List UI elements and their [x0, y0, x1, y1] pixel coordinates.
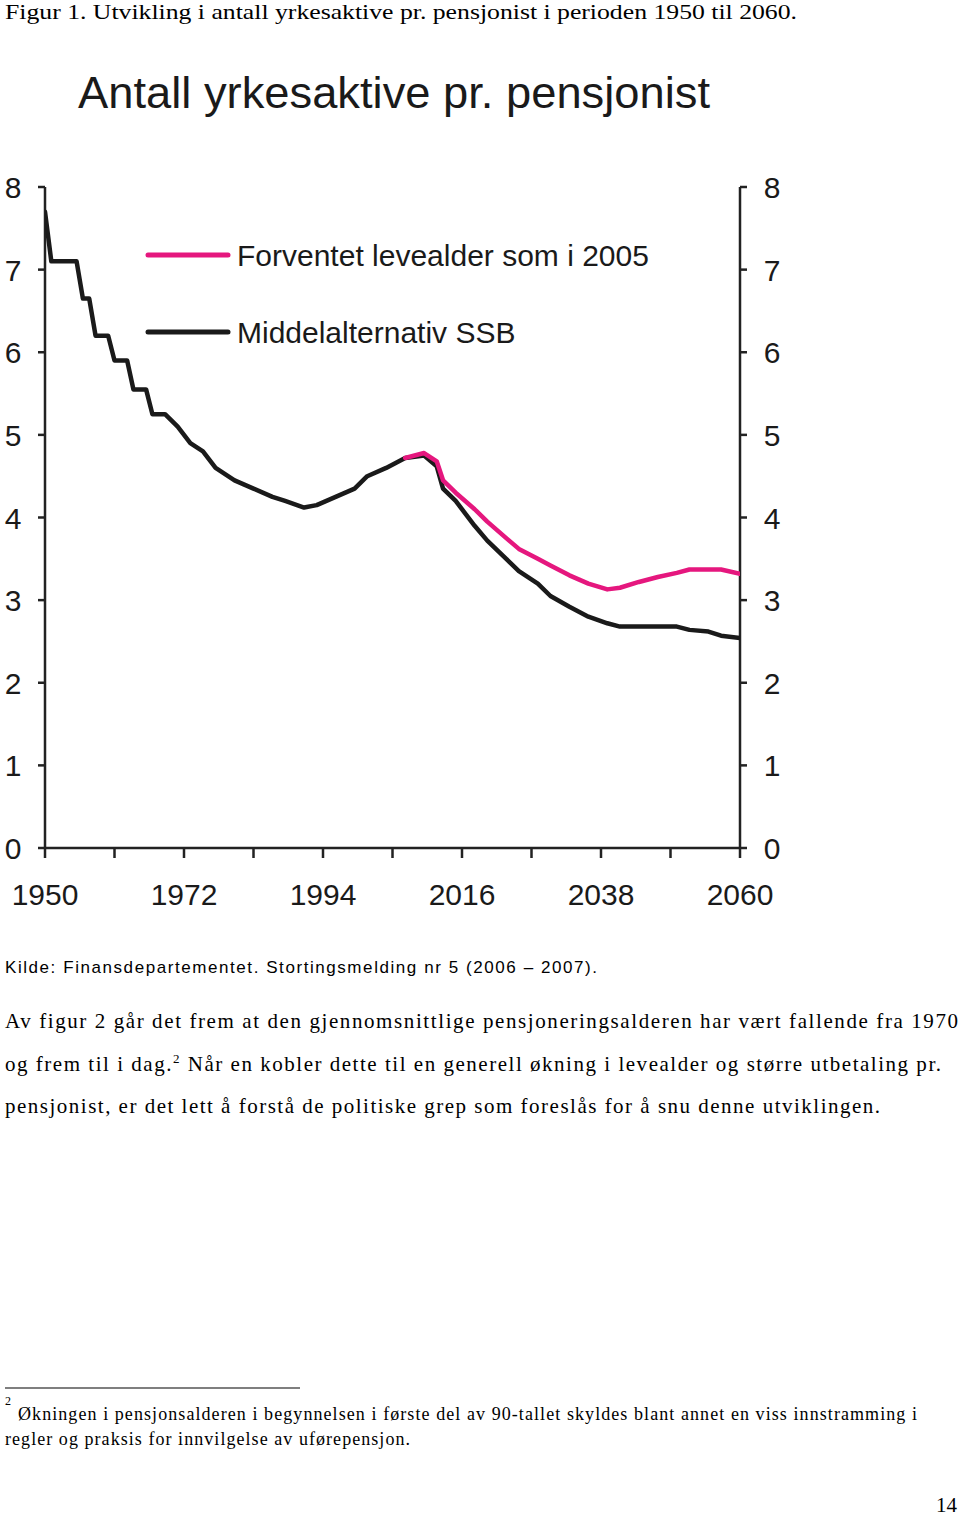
paragraph-line: og frem til i dag.2 Når en kobler dette … — [5, 1051, 941, 1076]
y-tick-left — [38, 434, 45, 437]
plot-area — [45, 212, 740, 638]
paragraph-line: pensjonist, er det lett å forstå de poli… — [5, 1094, 880, 1118]
footnote-marker: 2 — [5, 1394, 11, 1408]
y-tick-left — [38, 682, 45, 685]
y-tick-label-left: 3 — [5, 584, 22, 617]
y-tick-left — [38, 599, 45, 602]
x-tick — [739, 848, 742, 858]
y-tick-right — [740, 351, 747, 354]
x-tick-label: 2060 — [707, 878, 774, 911]
series-line — [45, 212, 740, 638]
y-tick-label-left: 0 — [5, 832, 22, 865]
y-tick-label-left: 5 — [5, 419, 22, 452]
y-tick-left — [38, 516, 45, 519]
x-minor-tick — [113, 848, 116, 858]
legend-swatch — [148, 330, 228, 335]
x-minor-tick — [391, 848, 394, 858]
x-tick-label: 1950 — [12, 878, 79, 911]
y-tick-left — [38, 186, 45, 189]
x-minor-tick — [530, 848, 533, 858]
y-tick-label-right: 1 — [764, 749, 781, 782]
y-tick-right — [740, 268, 747, 271]
y-tick-right — [740, 434, 747, 437]
y-tick-right — [740, 599, 747, 602]
text-run: og frem til i dag. — [5, 1052, 171, 1076]
legend-label: Middelalternativ SSB — [237, 316, 515, 349]
footnote-ref: 2 — [173, 1051, 180, 1066]
footnote-line: Økningen i pensjonsalderen i begynnelsen… — [18, 1404, 917, 1424]
page-number: 14 — [936, 1493, 958, 1517]
chart: Antall yrkesaktive pr. pensjonist 0 0 1 1 2 2 3… — [5, 68, 781, 911]
legend: Forventet levealder som i 2005 Middelalte… — [148, 239, 649, 349]
series-line — [405, 453, 740, 589]
chart-title: Antall yrkesaktive pr. pensjonist — [78, 68, 710, 117]
text-run: Når en kobler dette til en generell økni… — [181, 1052, 941, 1076]
y-tick-label-right: 2 — [764, 667, 781, 700]
x-tick — [461, 848, 464, 858]
y-tick-left — [38, 764, 45, 767]
y-tick-label-right: 3 — [764, 584, 781, 617]
y-tick-label-left: 2 — [5, 667, 22, 700]
x-minor-tick — [252, 848, 255, 858]
figure-caption: Figur 1. Utvikling i antall yrkesaktive … — [5, 0, 797, 24]
y-tick-right — [740, 516, 747, 519]
y-tick-left — [38, 268, 45, 271]
text-run: Av figur 2 går det frem at den gjennomsn… — [5, 1009, 958, 1033]
footnote-line: regler og praksis for innvilgelse av ufø… — [5, 1429, 410, 1449]
y-tick-label-right: 6 — [764, 336, 781, 369]
legend-label: Forventet levealder som i 2005 — [237, 239, 649, 272]
y-tick-right — [740, 186, 747, 189]
y-tick-left — [38, 351, 45, 354]
y-tick-label-right: 4 — [764, 502, 781, 535]
y-tick-label-left: 7 — [5, 254, 22, 287]
y-tick-label-right: 8 — [764, 171, 781, 204]
x-tick — [322, 848, 325, 858]
x-tick-label: 1972 — [151, 878, 218, 911]
y-tick-right — [740, 764, 747, 767]
x-tick — [44, 848, 47, 858]
text-run: pensjonist, er det lett å forstå de poli… — [5, 1094, 880, 1118]
y-tick-label-right: 0 — [764, 832, 781, 865]
y-tick-label-right: 5 — [764, 419, 781, 452]
y-tick-label-left: 8 — [5, 171, 22, 204]
page: Figur 1. Utvikling i antall yrkesaktive … — [0, 0, 960, 1518]
y-tick-label-left: 4 — [5, 502, 22, 535]
y-tick-label-left: 1 — [5, 749, 22, 782]
source-note: Kilde: Finansdepartementet. Stortingsmel… — [5, 958, 597, 977]
x-tick — [183, 848, 186, 858]
x-tick-label: 2038 — [568, 878, 635, 911]
y-tick-label-right: 7 — [764, 254, 781, 287]
x-tick-label: 2016 — [429, 878, 496, 911]
paragraph-line: Av figur 2 går det frem at den gjennomsn… — [5, 1009, 958, 1033]
y-tick-right — [740, 682, 747, 685]
x-tick — [600, 848, 603, 858]
legend-swatch — [148, 253, 228, 258]
x-minor-tick — [669, 848, 672, 858]
x-tick-label: 1994 — [290, 878, 357, 911]
y-tick-label-left: 6 — [5, 336, 22, 369]
footnote-rule — [5, 1387, 300, 1388]
